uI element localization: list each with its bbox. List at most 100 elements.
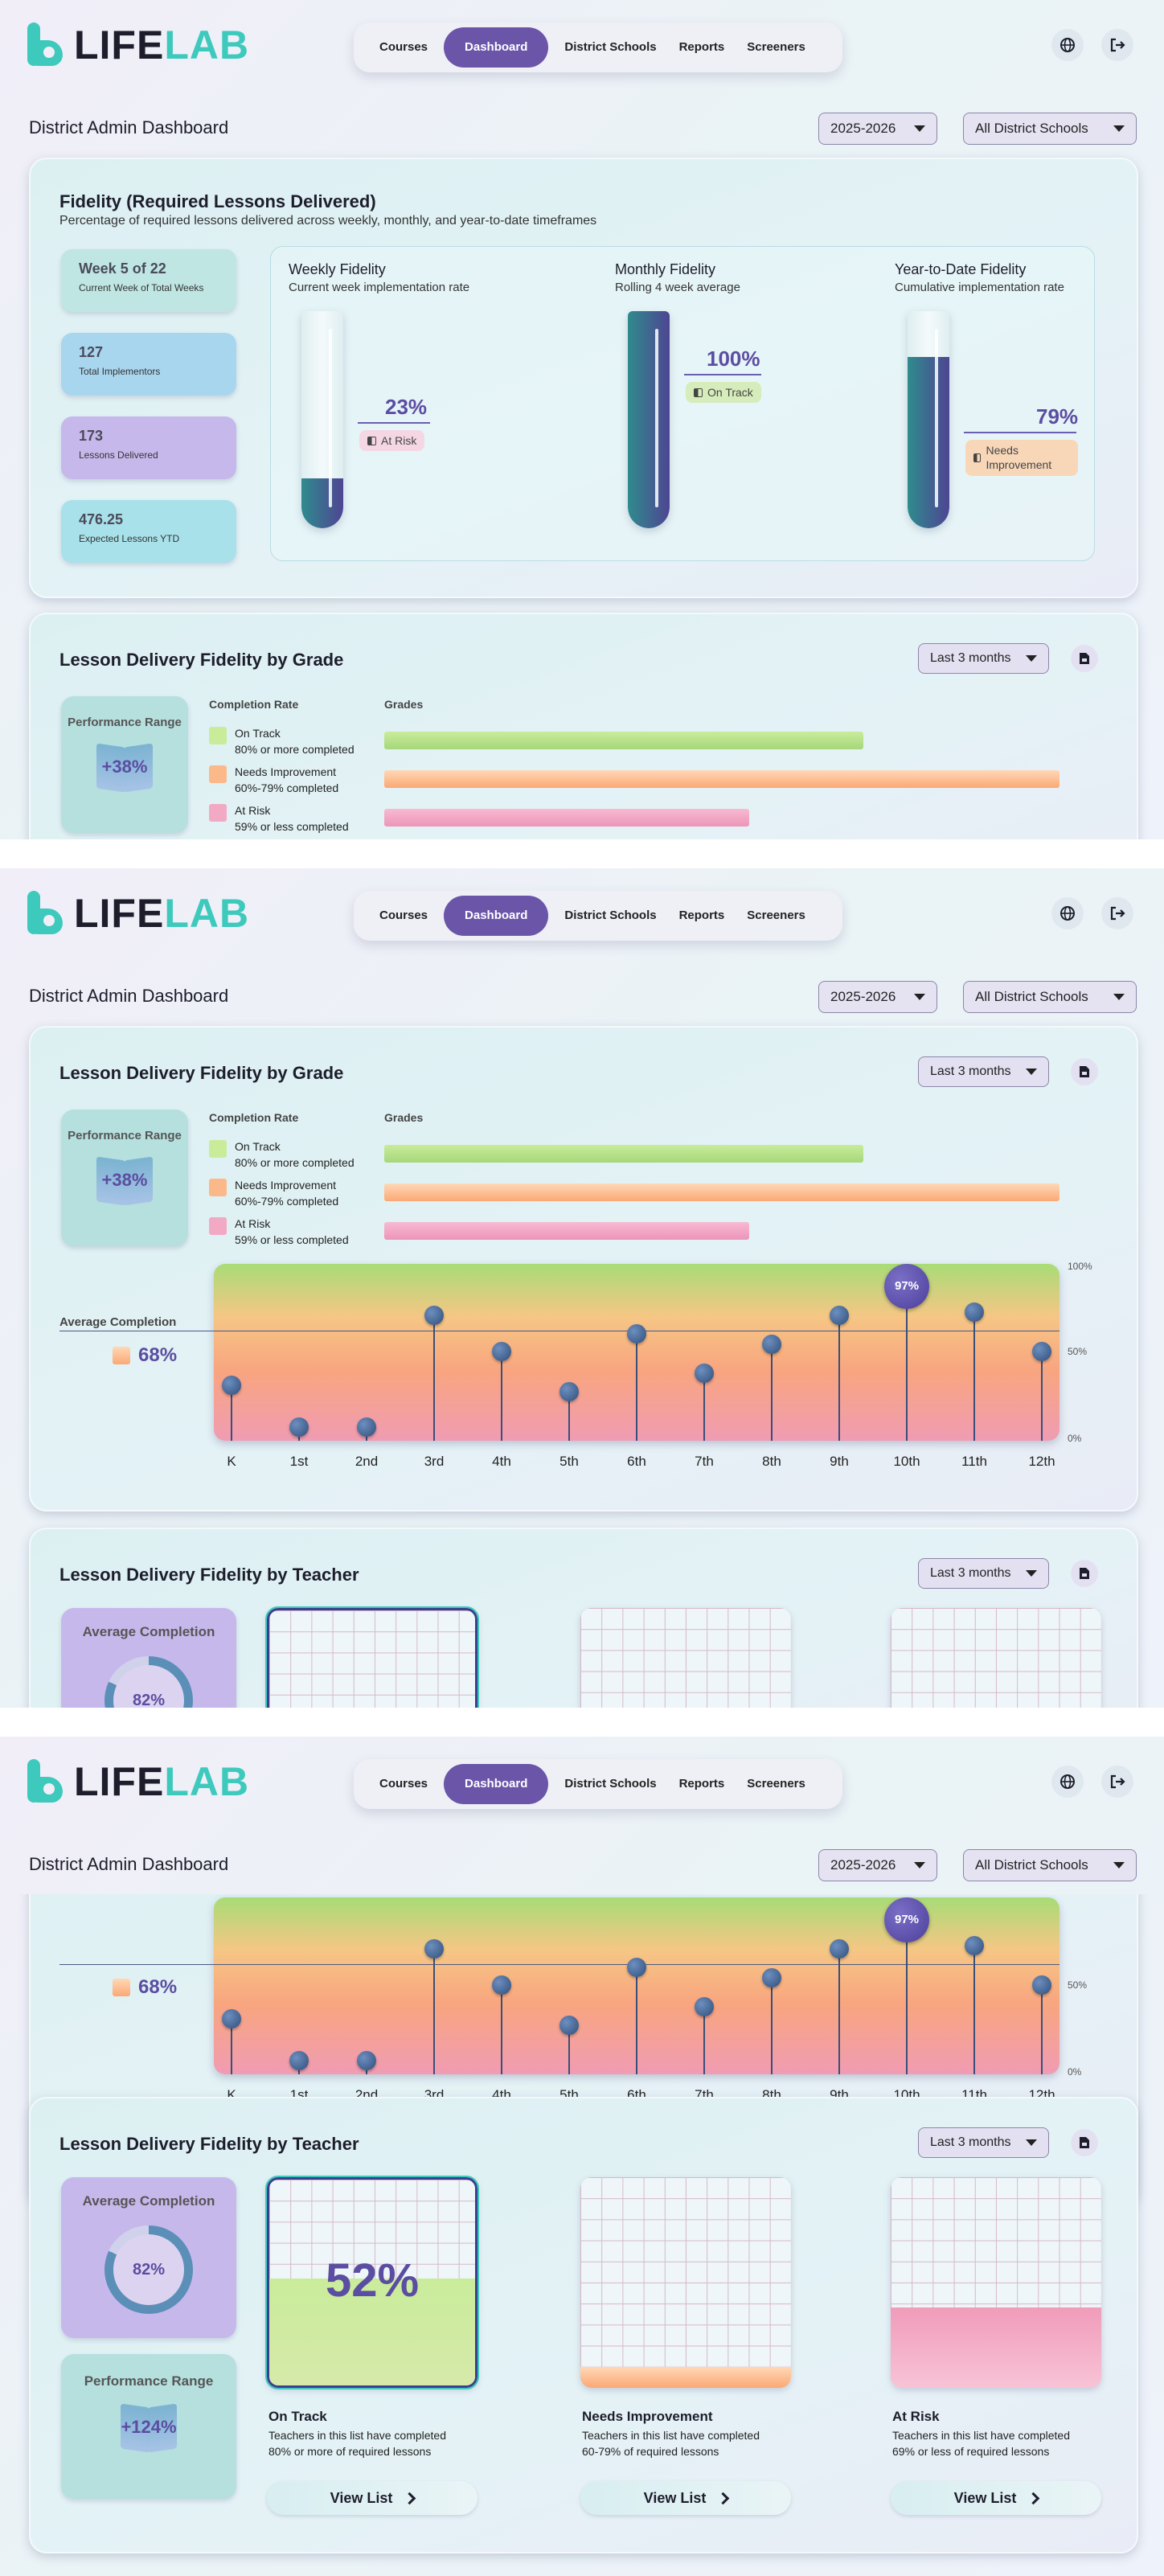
data-point[interactable] bbox=[762, 1334, 781, 1354]
data-point[interactable] bbox=[492, 1342, 511, 1362]
download-icon[interactable] bbox=[1071, 2129, 1098, 2156]
gauge-title: Year-to-Date Fidelity bbox=[895, 261, 1027, 277]
school-select[interactable]: All District Schools bbox=[963, 113, 1137, 145]
year-select[interactable]: 2025-2026 bbox=[818, 1849, 937, 1881]
highlighted-data-point[interactable]: 97% bbox=[884, 1263, 929, 1309]
at-risk-waffle[interactable] bbox=[891, 2177, 1101, 2388]
data-point[interactable] bbox=[424, 1305, 444, 1325]
x-tick-label: 5th bbox=[559, 1454, 579, 1469]
download-icon[interactable] bbox=[1071, 645, 1098, 672]
data-point[interactable] bbox=[627, 1957, 646, 1977]
nav-screeners[interactable]: Screeners bbox=[747, 40, 805, 54]
logout-icon[interactable] bbox=[1101, 897, 1133, 929]
lollipop-stem bbox=[838, 1948, 840, 2074]
nav-dashboard[interactable]: Dashboard bbox=[444, 27, 549, 68]
nav-district-schools[interactable]: District Schools bbox=[564, 1777, 657, 1790]
nav-district-schools[interactable]: District Schools bbox=[564, 40, 657, 54]
grade-section-title: Lesson Delivery Fidelity by Grade bbox=[59, 1063, 344, 1083]
at-risk-bar bbox=[384, 1222, 749, 1240]
on-track-waffle[interactable]: 52% bbox=[265, 2176, 479, 2389]
logo[interactable]: LIFELAB bbox=[27, 891, 249, 936]
nav-district-schools[interactable]: District Schools bbox=[564, 909, 657, 922]
group-desc-1: Teachers in this list have completed bbox=[582, 2429, 760, 2442]
year-select[interactable]: 2025-2026 bbox=[818, 113, 937, 145]
data-point[interactable] bbox=[1032, 1975, 1051, 1996]
globe-icon[interactable] bbox=[1051, 1766, 1084, 1798]
school-select[interactable]: All District Schools bbox=[963, 981, 1137, 1013]
data-point[interactable] bbox=[965, 1936, 984, 1955]
grade-section-title: Lesson Delivery Fidelity by Grade bbox=[59, 650, 344, 670]
download-icon[interactable] bbox=[1071, 1560, 1098, 1587]
globe-icon[interactable] bbox=[1051, 29, 1084, 61]
legend-name: Needs Improvement bbox=[235, 1179, 337, 1192]
status-text: On Track bbox=[707, 386, 753, 399]
year-select-value: 2025-2026 bbox=[830, 121, 896, 136]
data-point[interactable] bbox=[1032, 1342, 1051, 1362]
stat-card-implementors: 127 Total Implementors bbox=[61, 333, 236, 396]
group-name: At Risk bbox=[892, 2409, 940, 2424]
nav-reports[interactable]: Reports bbox=[678, 1777, 725, 1790]
nav-courses[interactable]: Courses bbox=[379, 1777, 428, 1790]
lollipop-stem bbox=[568, 2024, 570, 2074]
data-point[interactable] bbox=[762, 1967, 781, 1987]
data-point[interactable] bbox=[830, 1305, 849, 1325]
needs-improvement-waffle[interactable] bbox=[580, 2177, 791, 2388]
nav-reports[interactable]: Reports bbox=[678, 909, 725, 922]
year-select[interactable]: 2025-2026 bbox=[818, 981, 937, 1013]
average-line bbox=[59, 1330, 1059, 1332]
nav-dashboard[interactable]: Dashboard bbox=[444, 896, 549, 936]
nav-courses[interactable]: Courses bbox=[379, 909, 428, 922]
data-point[interactable] bbox=[695, 1997, 714, 2016]
data-point[interactable] bbox=[627, 1323, 646, 1343]
average-completion-ring: 82% bbox=[105, 1656, 193, 1708]
range-select[interactable]: Last 3 months bbox=[918, 643, 1049, 674]
logout-icon[interactable] bbox=[1101, 29, 1133, 61]
legend-on-track: On Track 80% or more completed bbox=[209, 1138, 355, 1171]
nav-courses[interactable]: Courses bbox=[379, 40, 428, 54]
data-point[interactable] bbox=[357, 2050, 376, 2070]
range-select[interactable]: Last 3 months bbox=[918, 1558, 1049, 1589]
range-select[interactable]: Last 3 months bbox=[918, 1056, 1049, 1087]
average-percent: 68% bbox=[138, 1344, 178, 1366]
logo[interactable]: LIFELAB bbox=[27, 1759, 249, 1804]
highlighted-data-point[interactable]: 97% bbox=[884, 1897, 929, 1942]
view-list-button-at-risk[interactable]: View List bbox=[891, 2481, 1101, 2515]
data-point[interactable] bbox=[695, 1364, 714, 1383]
gauge-subtitle: Rolling 4 week average bbox=[615, 281, 740, 294]
download-icon[interactable] bbox=[1071, 1058, 1098, 1085]
needs-improvement-waffle[interactable] bbox=[580, 1608, 791, 1708]
data-point[interactable] bbox=[289, 2050, 309, 2070]
view-list-button-on-track[interactable]: View List bbox=[267, 2481, 477, 2515]
logo[interactable]: LIFELAB bbox=[27, 23, 249, 68]
logo-mark bbox=[27, 23, 63, 68]
school-select[interactable]: All District Schools bbox=[963, 1849, 1137, 1881]
data-point[interactable] bbox=[492, 1975, 511, 1996]
view-list-label: View List bbox=[643, 2489, 707, 2506]
nav-screeners[interactable]: Screeners bbox=[747, 909, 805, 922]
logout-icon[interactable] bbox=[1101, 1766, 1133, 1798]
data-point[interactable] bbox=[222, 1376, 241, 1396]
legend-at-risk: At Risk 59% or less completed bbox=[209, 802, 349, 835]
data-point[interactable] bbox=[222, 2009, 241, 2029]
performance-range-value: +38% bbox=[101, 1170, 148, 1190]
data-point[interactable] bbox=[559, 1381, 579, 1401]
on-track-waffle[interactable] bbox=[265, 1606, 479, 1708]
data-point[interactable] bbox=[289, 1417, 309, 1437]
view-list-button-needs-improvement[interactable]: View List bbox=[580, 2481, 791, 2515]
legend-swatch bbox=[209, 765, 227, 783]
nav-dashboard[interactable]: Dashboard bbox=[444, 1764, 549, 1804]
view-list-label: View List bbox=[953, 2489, 1017, 2506]
nav-reports[interactable]: Reports bbox=[678, 40, 725, 54]
at-risk-waffle[interactable] bbox=[891, 1608, 1101, 1708]
page-title: District Admin Dashboard bbox=[29, 117, 229, 137]
gauge-subtitle: Cumulative implementation rate bbox=[895, 281, 1064, 294]
globe-icon[interactable] bbox=[1051, 897, 1084, 929]
data-point[interactable] bbox=[965, 1302, 984, 1322]
data-point[interactable] bbox=[357, 1417, 376, 1437]
range-select[interactable]: Last 3 months bbox=[918, 2127, 1049, 2158]
data-point[interactable] bbox=[424, 1938, 444, 1959]
weekly-gauge-tube bbox=[301, 311, 343, 528]
data-point[interactable] bbox=[559, 2015, 579, 2035]
data-point[interactable] bbox=[830, 1938, 849, 1959]
nav-screeners[interactable]: Screeners bbox=[747, 1777, 805, 1790]
